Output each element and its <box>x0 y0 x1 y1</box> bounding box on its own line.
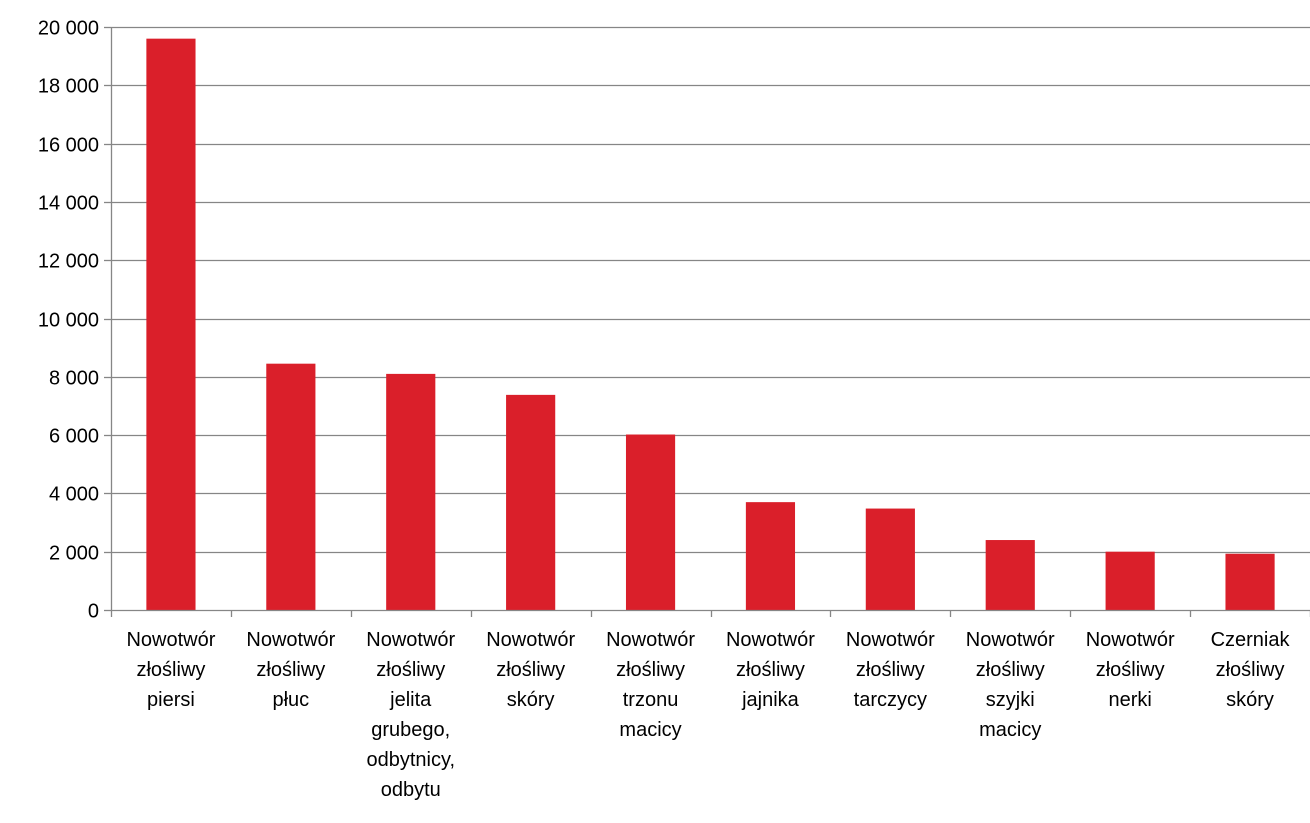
x-tick-labels: Nowotwór złośliwy piersi Nowotwór złośliwy pł… <box>126 629 1290 801</box>
x-tick-label: złośliwy <box>976 659 1045 681</box>
y-tick-label: 2 000 <box>49 543 99 565</box>
x-tick-label: złośliwy <box>376 659 445 681</box>
bar <box>745 502 796 610</box>
y-tick-label: 6 000 <box>49 426 99 448</box>
x-tick-label: skóry <box>507 689 555 711</box>
x-tick-label: Nowotwór <box>366 629 455 651</box>
x-tick-label: Nowotwór <box>246 629 335 651</box>
x-tick-label: Nowotwór <box>966 629 1055 651</box>
x-tick-label: nerki <box>1108 689 1151 711</box>
x-tick-label: odbytu <box>381 779 441 801</box>
y-tick-label: 20 000 <box>38 18 99 40</box>
axes <box>104 26 1310 617</box>
x-tick-label: jelita <box>389 689 432 711</box>
bar <box>266 363 316 610</box>
y-tick-label: 14 000 <box>38 193 99 215</box>
y-tick-label: 16 000 <box>38 135 99 157</box>
x-tick-label: Nowotwór <box>486 629 575 651</box>
x-tick-label: odbytnicy, <box>366 749 455 771</box>
x-tick-label: macicy <box>979 719 1041 741</box>
bar <box>1105 551 1155 610</box>
bar <box>1225 553 1275 610</box>
x-tick-label: złośliwy <box>256 659 325 681</box>
y-tick-label: 10 000 <box>38 310 99 332</box>
bar <box>625 434 676 610</box>
x-tick-label: złośliwy <box>136 659 205 681</box>
y-tick-label: 18 000 <box>38 76 99 98</box>
bar <box>865 508 915 610</box>
bar <box>985 540 1035 610</box>
x-tick-label: złośliwy <box>616 659 685 681</box>
x-tick-label: grubego, <box>371 719 450 741</box>
x-tick-label: Czerniak <box>1211 629 1291 651</box>
y-tick-label: 8 000 <box>49 368 99 390</box>
x-tick-label: złośliwy <box>736 659 805 681</box>
x-tick-label: macicy <box>619 719 681 741</box>
x-tick-label: tarczycy <box>854 689 927 711</box>
x-tick-label: skóry <box>1226 689 1274 711</box>
bar <box>386 373 436 610</box>
x-tick-label: złośliwy <box>856 659 925 681</box>
x-tick-label: trzonu <box>623 689 679 711</box>
x-tick-label: złośliwy <box>496 659 565 681</box>
x-tick-label: Nowotwór <box>726 629 815 651</box>
x-tick-label: szyjki <box>986 689 1035 711</box>
x-tick-label: Nowotwór <box>1086 629 1175 651</box>
y-tick-label: 0 <box>88 601 99 623</box>
x-tick-label: złośliwy <box>1096 659 1165 681</box>
x-tick-label: Nowotwór <box>126 629 215 651</box>
y-tick-label: 12 000 <box>38 251 99 273</box>
bars <box>146 38 1275 611</box>
bar <box>506 394 556 610</box>
x-tick-label: złośliwy <box>1216 659 1285 681</box>
x-tick-label: Nowotwór <box>606 629 695 651</box>
y-tick-label: 4 000 <box>49 484 99 506</box>
x-tick-label: jajnika <box>741 689 800 711</box>
y-tick-labels: 0 2 000 4 000 6 000 8 000 10 000 12 000 14 000 1… <box>38 18 99 623</box>
x-tick-label: Nowotwór <box>846 629 935 651</box>
bar <box>146 38 196 611</box>
x-tick-label: płuc <box>272 689 309 711</box>
x-tick-label: piersi <box>147 689 195 711</box>
